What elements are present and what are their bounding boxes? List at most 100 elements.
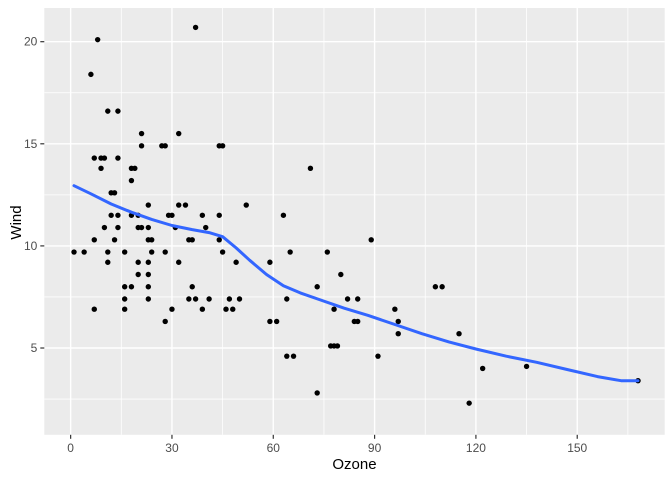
data-point [121,249,128,255]
data-point [176,259,182,265]
x-tick-label: 0 [67,441,74,455]
data-point [355,318,361,325]
data-point [314,284,320,290]
data-point [115,212,121,218]
data-point [395,331,401,337]
data-point [128,284,135,290]
data-point [203,224,209,231]
data-point [105,259,111,265]
data-point [226,296,233,302]
data-point [284,296,290,302]
data-point [189,284,195,290]
data-point [94,36,101,43]
data-point [479,365,486,372]
x-tick-label: 120 [466,441,486,455]
data-point [111,190,118,196]
data-point [145,284,152,290]
data-point [148,249,155,255]
data-point [219,249,226,255]
data-point [284,353,290,359]
data-point [375,353,381,359]
data-point [314,390,320,396]
data-point [115,108,121,114]
data-point [121,306,128,312]
data-point [182,202,189,208]
data-point [108,212,114,218]
y-tick-label: 20 [24,35,38,49]
data-point [91,155,97,161]
data-point [115,224,121,231]
data-point [176,202,182,208]
x-tick-label: 30 [165,441,179,455]
data-point [523,363,530,370]
data-point [91,237,97,243]
y-axis-title: Wind [8,205,25,240]
data-point [216,212,222,218]
data-point [243,202,249,208]
data-point [267,318,273,325]
data-point [186,296,192,302]
data-point [138,224,145,231]
data-point [81,249,87,255]
data-point [135,271,141,278]
data-point [115,155,121,161]
data-point [145,296,152,302]
plot-panel [44,8,665,435]
data-point [101,155,108,161]
x-axis-title: Ozone [332,456,377,473]
smooth-line [72,184,640,383]
data-point [355,296,361,302]
data-point [101,224,108,231]
data-point [466,400,472,406]
data-point [267,259,273,265]
data-point [206,296,212,302]
data-point [148,237,155,243]
data-point [287,249,293,255]
y-tick-label: 5 [31,341,38,355]
data-point [105,249,111,255]
data-point [307,165,314,172]
data-point [135,259,141,265]
data-point [105,108,111,114]
data-point [169,306,175,312]
data-point [169,212,175,218]
x-tick-label: 90 [368,441,382,455]
data-point [236,296,243,302]
data-point [439,284,445,290]
data-point [138,130,145,137]
data-point [162,143,168,149]
data-point [145,202,152,208]
data-point [216,237,222,243]
data-point [273,318,280,325]
data-point [145,271,152,278]
data-point [199,306,206,312]
data-point [392,306,398,312]
data-point [395,318,401,325]
data-point [162,318,168,325]
data-point [132,165,138,172]
data-point [121,284,128,290]
data-point [233,259,239,265]
y-tick-label: 10 [24,239,38,253]
data-point [219,143,226,149]
x-tick-label: 150 [567,441,587,455]
data-point [162,249,168,255]
data-point [138,143,145,149]
data-point [280,212,287,218]
data-point [189,237,195,243]
data-point [88,71,94,78]
data-point [121,296,128,302]
data-point [199,212,206,218]
data-point [290,353,297,359]
data-point [71,249,77,255]
data-point [223,306,229,312]
data-point [91,306,97,312]
data-point [176,130,182,137]
data-point [368,237,374,243]
data-point [145,224,152,231]
data-point [331,306,337,312]
data-point [192,24,199,31]
y-tick-label: 15 [24,137,38,151]
